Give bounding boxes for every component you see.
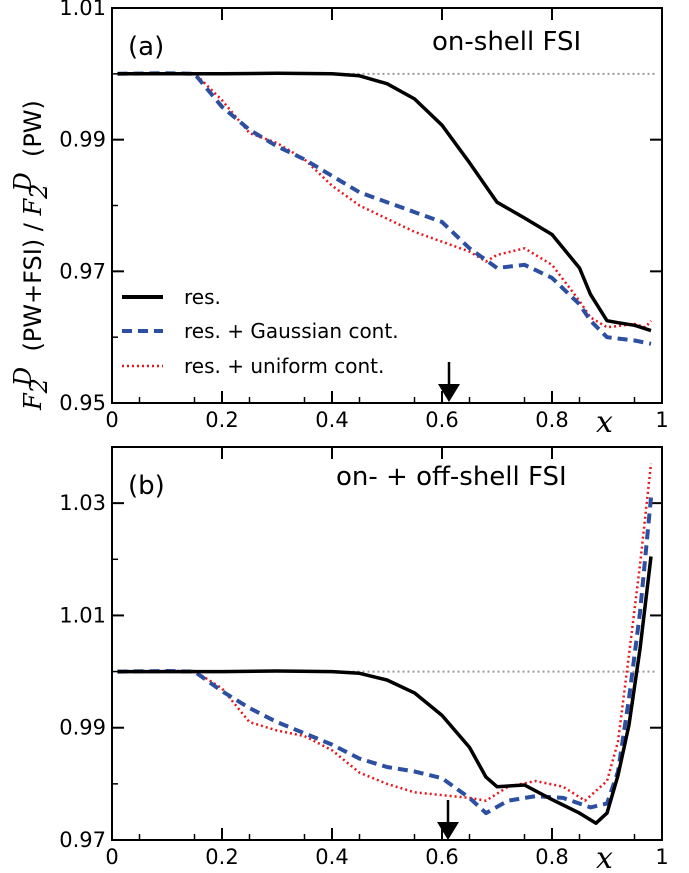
panel-a-series-2 — [117, 71, 652, 329]
ylabel-text-1: (PW+FSI) / — [19, 215, 47, 366]
ylabel-sup-1: D — [9, 367, 37, 387]
panel-a-series-0 — [117, 71, 652, 333]
panel-a-frame — [111, 7, 663, 404]
panel-b-xtick-label: 0.4 — [315, 845, 348, 869]
panel-b-series-2 — [117, 463, 653, 802]
panel-b-title: on- + off-shell FSI — [336, 462, 567, 492]
panel-b-ytick-label: 1.03 — [59, 491, 106, 515]
panel-a-label: (a) — [128, 32, 164, 62]
ylabel-sup-2: D — [9, 172, 37, 192]
panel-b-arrow — [437, 800, 459, 840]
panel-b-label: (b) — [128, 471, 165, 501]
panel-a-xtick-label: 0.2 — [205, 408, 238, 432]
panel-a-title: on-shell FSI — [432, 27, 581, 57]
legend: res. res. + Gaussian cont. res. + unifor… — [122, 285, 399, 378]
ylabel-sub-1: 2 — [25, 378, 53, 394]
panel-a-ytick-label: 1.01 — [59, 0, 106, 20]
panel-b-ytick-label: 0.97 — [59, 828, 106, 852]
y-axis-label: F2D (PW+FSI) / F2D (PW) — [9, 100, 53, 411]
panel-a-ytick-label: 0.97 — [59, 259, 106, 283]
panel-b-xtick-label: 0.8 — [535, 845, 568, 869]
legend-entry-0: res. — [184, 285, 221, 309]
ylabel-text-2: (PW) — [19, 100, 47, 172]
panel-a-ytick-label: 0.99 — [59, 128, 106, 152]
panel-b-xtick-label: 0 — [105, 845, 118, 869]
ylabel-sub-2: 2 — [25, 184, 53, 200]
panel-b-ytick-label: 0.99 — [59, 716, 106, 740]
panel-a-ticks: 0 0.2 0.4 0.6 0.8 1 0.95 0.97 0.99 1.01 — [59, 0, 668, 432]
panel-b-xtick-label: 1 — [655, 845, 668, 869]
panel-a-series — [117, 71, 652, 346]
panel-b-series-1 — [117, 497, 653, 816]
panel-b-series-0 — [117, 556, 653, 825]
panel-a-x-variable: x — [596, 405, 613, 440]
legend-entry-1: res. + Gaussian cont. — [184, 319, 399, 343]
panel-a-xtick-label: 0 — [105, 408, 118, 432]
panel-a-series-1 — [117, 71, 652, 346]
panel-b-ticks: 0 0.2 0.4 0.6 0.8 1 0.97 0.99 1.01 1.03 — [59, 447, 669, 869]
panel-a-ytick-label: 0.95 — [59, 391, 106, 415]
panel-a-arrow — [438, 362, 460, 402]
panel-b-x-variable: x — [596, 841, 613, 873]
ylabel-f-1: F — [19, 392, 47, 411]
panel-a-xtick-label: 0.6 — [425, 408, 458, 432]
panel-b-frame — [111, 446, 663, 841]
panel-a-xtick-label: 0.4 — [315, 408, 348, 432]
panel-b-xtick-label: 0.2 — [205, 845, 238, 869]
panel-a-xtick-label: 1 — [655, 408, 668, 432]
panel-b-series — [117, 463, 653, 825]
panel-b-xtick-label: 0.6 — [425, 845, 458, 869]
panel-b: 0 0.2 0.4 0.6 0.8 1 0.97 0.99 1.01 1.03 (b) on- +… — [59, 446, 669, 873]
panel-b-ytick-label: 1.01 — [59, 603, 106, 627]
panel-a: 0 0.2 0.4 0.6 0.8 1 0.95 0.97 0.99 1.01 (a) on-sh… — [59, 0, 668, 440]
panel-a-xtick-label: 0.8 — [535, 408, 568, 432]
legend-entry-2: res. + uniform cont. — [184, 354, 384, 378]
ylabel-f-2: F — [19, 197, 47, 216]
